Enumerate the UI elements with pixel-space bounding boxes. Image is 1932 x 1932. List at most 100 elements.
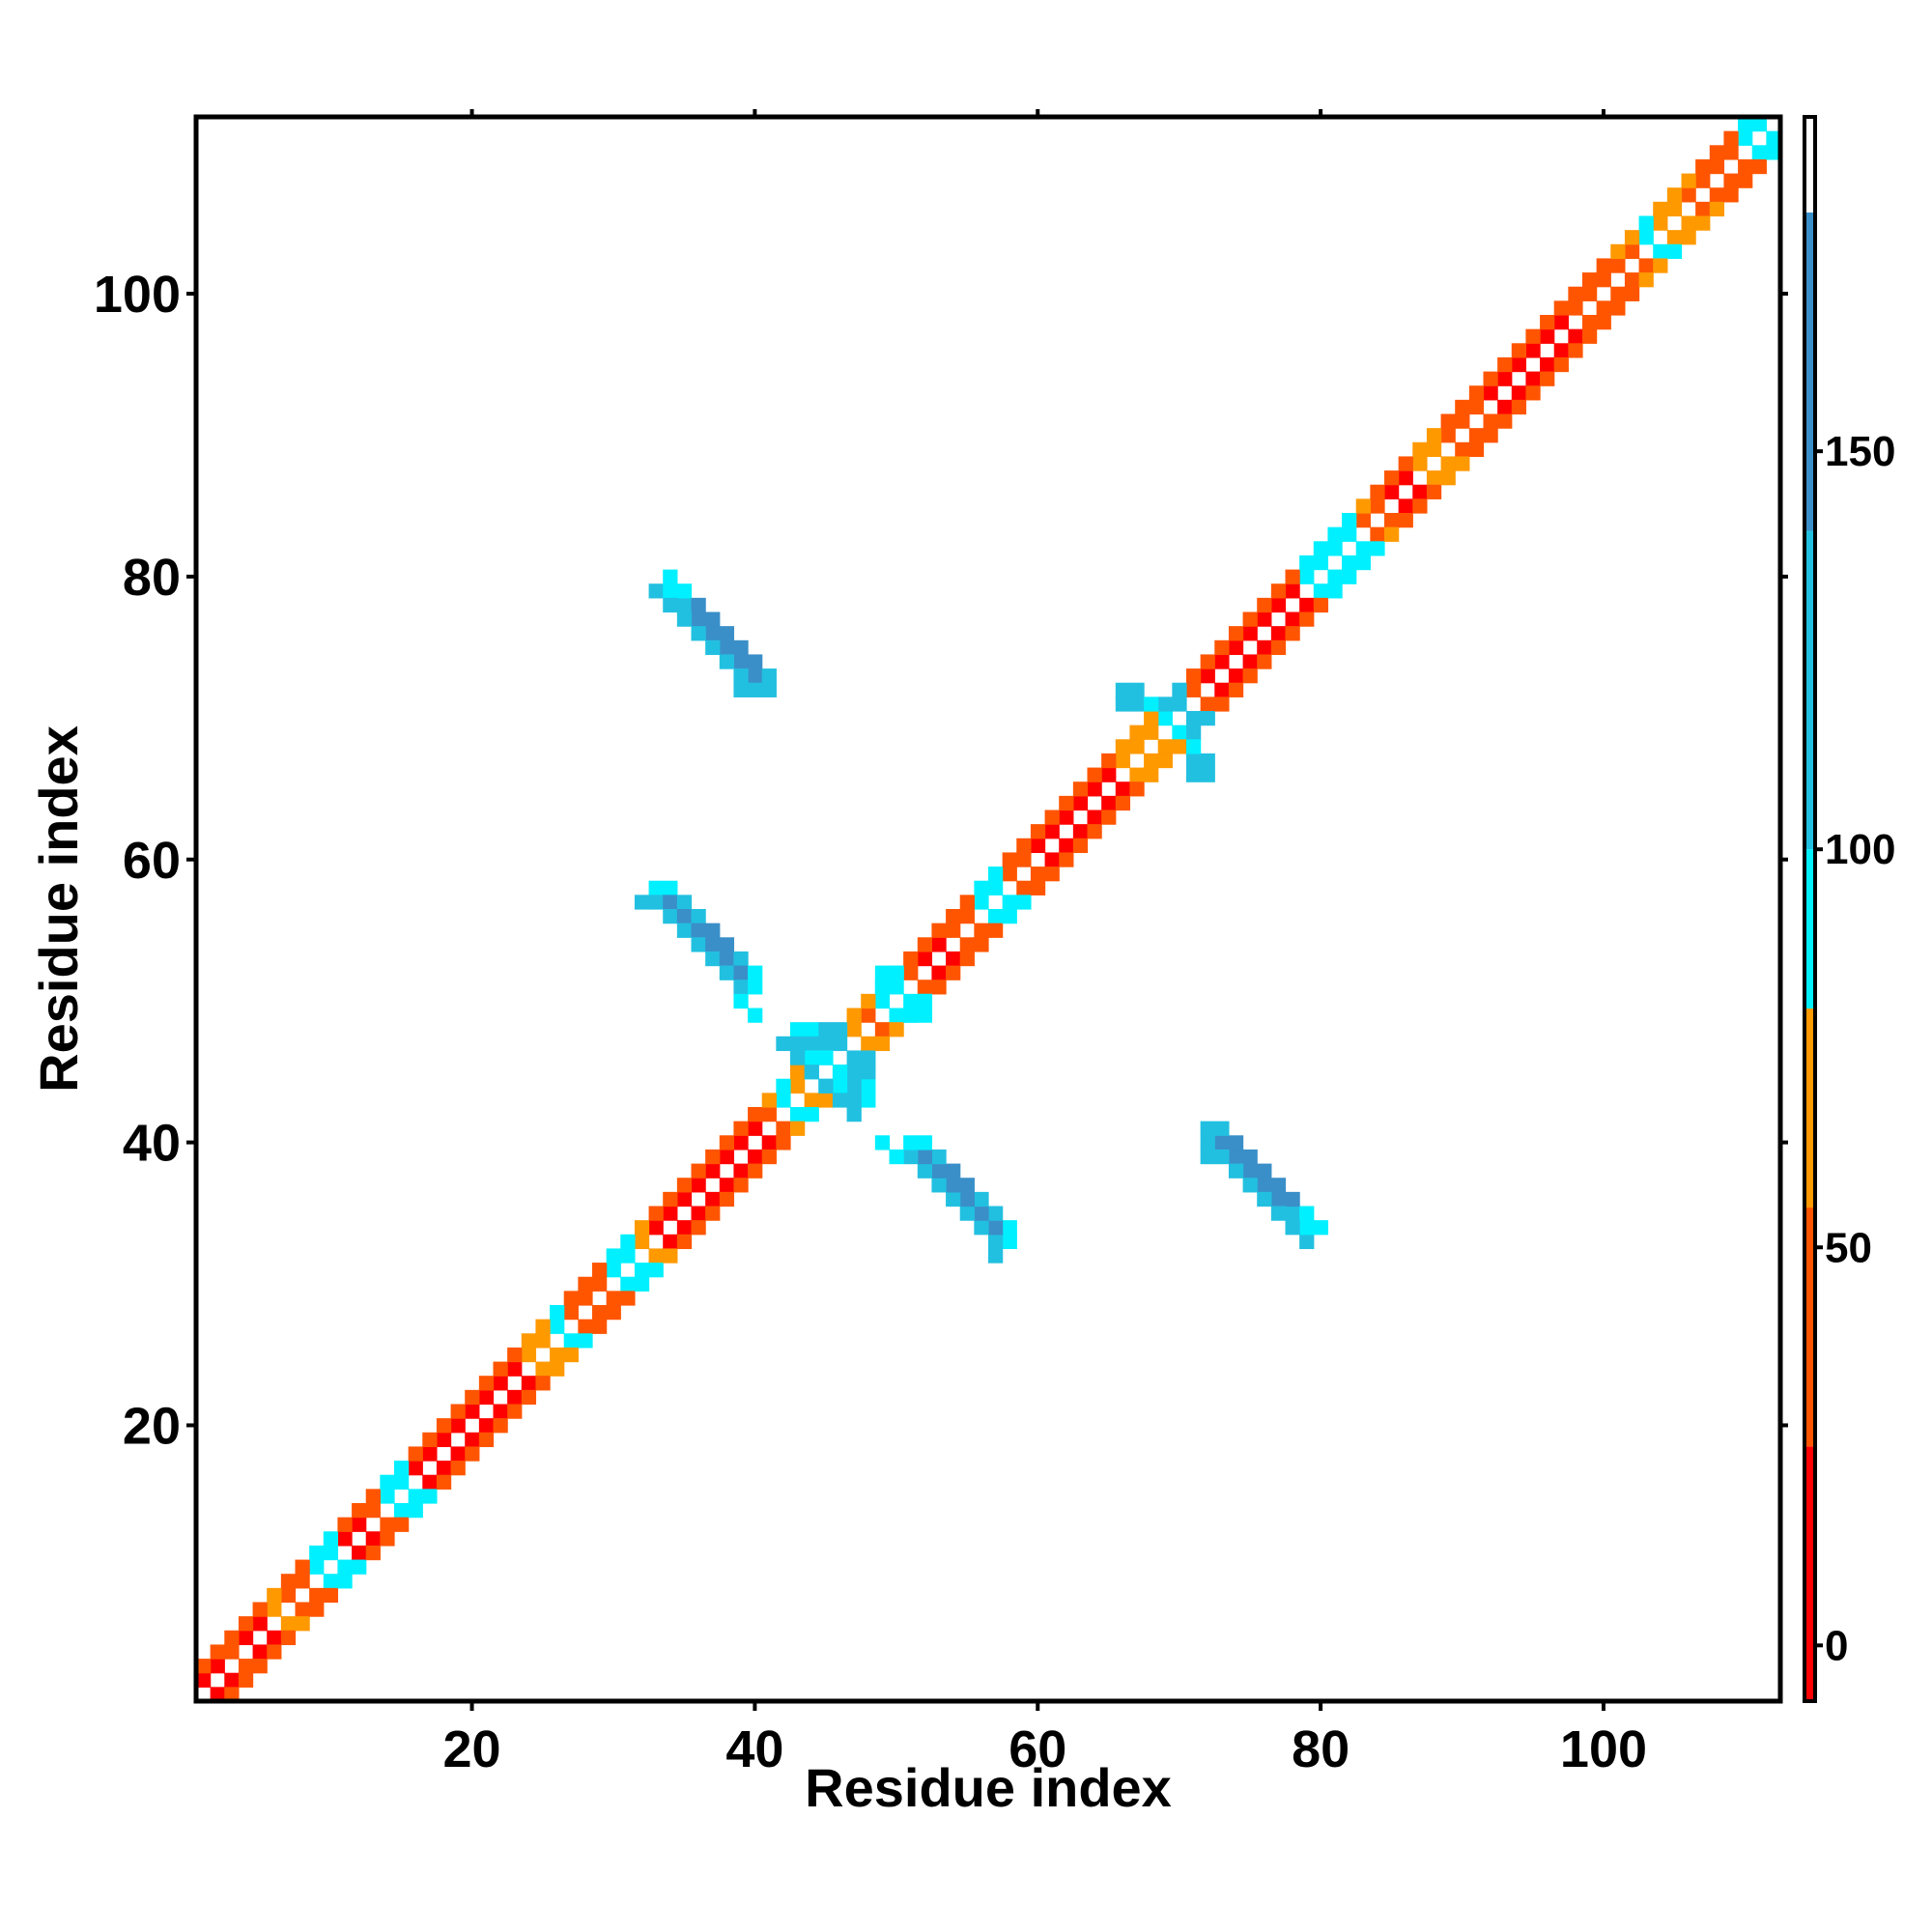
heatmap-cell [1299, 1234, 1315, 1250]
heatmap-cell [1214, 696, 1230, 712]
heatmap-cell [1610, 286, 1626, 301]
heatmap-cell [365, 1503, 381, 1519]
heatmap-cell [1638, 215, 1654, 231]
heatmap-cell [252, 1644, 268, 1660]
heatmap-cell [959, 1191, 975, 1208]
heatmap-cell [691, 1206, 706, 1221]
heatmap-cell [210, 1659, 225, 1674]
heatmap-cell [676, 583, 693, 599]
heatmap-cell [606, 1305, 621, 1321]
heatmap-cell [719, 1135, 735, 1151]
heatmap-cell [1087, 767, 1102, 782]
heatmap-cell [1681, 173, 1696, 188]
heatmap-cell [1483, 385, 1498, 401]
heatmap-cell [1497, 371, 1513, 386]
heatmap-cell [705, 611, 721, 627]
colorbar: 0 50 100 150 [1803, 115, 1895, 1703]
heatmap-cell [648, 1248, 664, 1264]
heatmap-cell [1455, 399, 1470, 415]
heatmap-cell [1468, 441, 1485, 458]
heatmap-cell [1355, 554, 1371, 571]
heatmap-cell [1695, 201, 1711, 217]
heatmap-cell [1596, 272, 1611, 288]
x-tick-label: 100 [1560, 1720, 1647, 1778]
heatmap-cell [1370, 484, 1385, 499]
heatmap-cell [705, 937, 721, 952]
heatmap-cell [1299, 554, 1315, 571]
heatmap-cell [1398, 470, 1413, 486]
heatmap-cell [1638, 230, 1654, 245]
heatmap-cell [931, 923, 947, 938]
heatmap-cell [1568, 300, 1583, 316]
heatmap-cell [691, 1220, 706, 1236]
heatmap-cell [620, 1234, 636, 1250]
heatmap-cell [1002, 895, 1017, 910]
heatmap-cell [1313, 1220, 1329, 1236]
heatmap-cell [1299, 597, 1315, 613]
heatmap-cell [535, 1361, 551, 1377]
heatmap-cell [959, 937, 975, 952]
heatmap-cell [1553, 315, 1569, 330]
heatmap-cell [776, 1078, 791, 1094]
heatmap-cell [691, 597, 706, 613]
heatmap-cell [1483, 428, 1498, 443]
heatmap-cell [974, 923, 989, 938]
heatmap-cell [719, 1149, 735, 1165]
heatmap-cell [394, 1461, 410, 1476]
heatmap-cell [1228, 682, 1244, 697]
heatmap-cell [1242, 668, 1258, 684]
heatmap-cell [733, 1135, 749, 1151]
x-tick-label: 80 [1292, 1720, 1350, 1778]
heatmap-cell [988, 1220, 1004, 1236]
heatmap-cell [592, 1305, 608, 1321]
heatmap-cell [337, 1574, 353, 1589]
heatmap-cell [1200, 1149, 1215, 1165]
heatmap-cell [931, 1149, 947, 1165]
heatmap-cell [1115, 781, 1131, 797]
heatmap-cell [1299, 1220, 1315, 1236]
heatmap-cell [1412, 484, 1428, 499]
heatmap-cell [748, 965, 763, 980]
colorbar-tick-label: 150 [1825, 428, 1895, 475]
heatmap-cell [988, 923, 1004, 938]
heatmap-cell [1186, 767, 1202, 782]
heatmap-cell [846, 1065, 862, 1080]
heatmap-cell [733, 639, 749, 656]
heatmap-cell [634, 1263, 650, 1278]
heatmap-cell [507, 1404, 523, 1419]
heatmap-cell [1186, 668, 1202, 684]
heatmap-cell [337, 1531, 353, 1547]
heatmap-cell [238, 1616, 254, 1632]
heatmap-cell [1313, 597, 1329, 613]
heatmap-cell [450, 1461, 466, 1476]
heatmap-cell [1426, 470, 1442, 486]
heatmap-cell [1115, 696, 1131, 712]
heatmap-cell [974, 1206, 989, 1221]
heatmap-cell [719, 626, 735, 641]
heatmap-cell [648, 1220, 664, 1236]
heatmap-cell [620, 1276, 636, 1292]
colorbar-band [1804, 1446, 1815, 1701]
heatmap-cell [889, 1149, 904, 1165]
heatmap-cell [761, 1135, 777, 1151]
heatmap-cell [917, 1135, 933, 1151]
heatmap-cell [946, 1178, 961, 1193]
heatmap-cell [748, 654, 763, 669]
heatmap-cell [224, 1644, 240, 1660]
heatmap-cell [1568, 343, 1583, 358]
heatmap-cell [465, 1389, 480, 1406]
heatmap-cell [818, 1036, 834, 1052]
heatmap-cell [959, 1178, 975, 1193]
heatmap-cell [1468, 399, 1485, 415]
heatmap-cell [521, 1333, 537, 1349]
heatmap-cell [1270, 626, 1287, 641]
heatmap-cell [592, 1319, 608, 1334]
heatmap-cell [224, 1630, 240, 1646]
heatmap-cell [309, 1559, 325, 1575]
heatmap-cell [1214, 654, 1230, 669]
heatmap-cell [818, 1078, 834, 1094]
heatmap-cell [889, 965, 904, 980]
heatmap-cell [380, 1474, 395, 1490]
heatmap-cell [1228, 1149, 1244, 1165]
